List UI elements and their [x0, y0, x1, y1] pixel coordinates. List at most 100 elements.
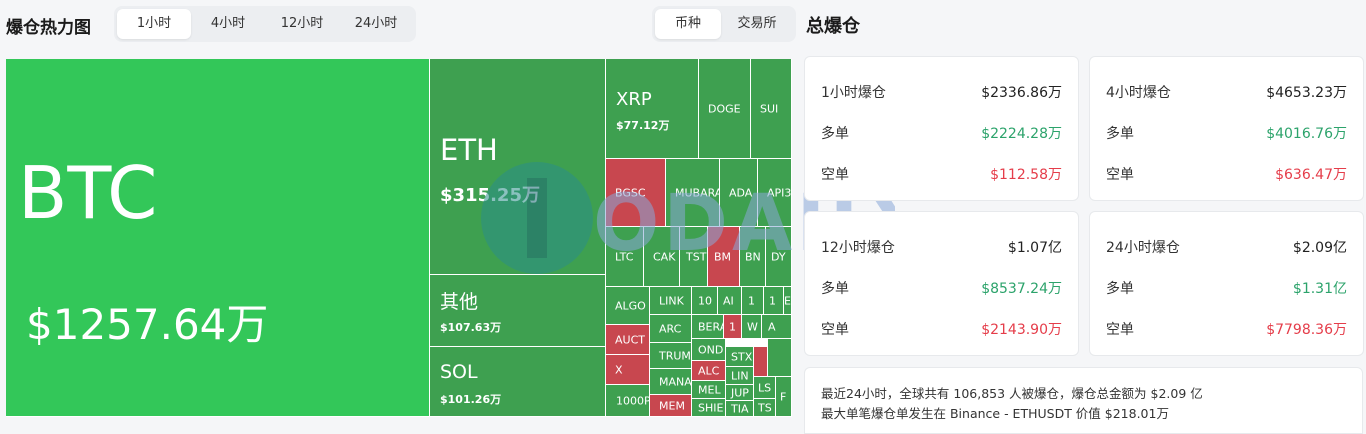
card-24h: 24小时爆仓 $2.09亿 多单 $1.31亿 空单 $7798.36万 — [1089, 211, 1364, 356]
tab-12h[interactable]: 12小时 — [280, 16, 324, 31]
short-value: $7798.36万 — [1266, 322, 1347, 338]
treemap-symbol: BERA — [698, 320, 723, 333]
tab-by-coin[interactable]: 币种 — [655, 9, 721, 39]
short-value: $2143.90万 — [981, 322, 1062, 338]
card-title: 1小时爆仓 — [821, 85, 886, 101]
treemap-cell-mem[interactable]: MEM — [650, 395, 692, 417]
long-label: 多单 — [1106, 126, 1134, 142]
treemap-symbol: F — [780, 390, 787, 403]
treemap-symbol: SUI — [760, 102, 779, 115]
treemap-cell-sui[interactable]: SUI — [751, 59, 792, 159]
treemap-cell-ond[interactable]: OND — [692, 339, 726, 361]
treemap-cell-e[interactable]: E — [784, 287, 792, 315]
treemap-symbol: JUP — [731, 386, 749, 399]
treemap-cell-sol[interactable]: SOL $101.26万 — [430, 347, 606, 417]
treemap-symbol: TRUM — [659, 349, 691, 362]
treemap-cell-w[interactable]: W — [742, 315, 762, 339]
treemap-cell-f[interactable]: F — [776, 377, 792, 417]
treemap-symbol: A — [768, 320, 776, 333]
treemap-cell-api3[interactable]: API3 — [758, 159, 792, 227]
treemap-cell-bera[interactable]: BERA — [692, 315, 724, 339]
card-total: $4653.23万 — [1266, 85, 1347, 101]
treemap-cell-10[interactable]: 10 — [692, 287, 718, 315]
treemap-cell-auct[interactable]: AUCT — [606, 325, 650, 355]
treemap-symbol: LINK — [659, 294, 684, 307]
treemap-cell-eth[interactable]: ETH $315.25万 — [430, 59, 606, 275]
treemap-cell-link[interactable]: LINK — [650, 287, 692, 315]
liquidation-treemap: BTC $1257.64万 ETH $315.25万 其他 $107.63万 S… — [6, 59, 792, 417]
treemap-cell-a[interactable]: A — [762, 315, 792, 339]
treemap-symbol: MEL — [698, 383, 721, 396]
tab-4h[interactable]: 4小时 — [210, 16, 246, 31]
summary-line-1: 最近24小时，全球共有 106,853 人被爆仓，爆仓总金额为 $2.09 亿 — [821, 386, 1203, 401]
treemap-cell-other[interactable]: 其他 $107.63万 — [430, 275, 606, 347]
treemap-cell-trum[interactable]: TRUM — [650, 343, 692, 369]
treemap-cell-tst[interactable]: TST — [680, 227, 708, 287]
treemap-symbol: AI — [723, 294, 734, 307]
group-by-selector: 币种 交易所 — [652, 6, 796, 42]
treemap-cell-bgsc[interactable]: BGSC — [606, 159, 666, 227]
long-value: $1.31亿 — [1292, 281, 1347, 297]
long-value: $4016.76万 — [1266, 126, 1347, 142]
treemap-symbol: ETH — [440, 133, 498, 167]
long-value: $8537.24万 — [981, 281, 1062, 297]
treemap-cell-1[interactable]: 1 — [742, 287, 764, 315]
treemap-cell-alc[interactable]: ALC — [692, 361, 726, 381]
treemap-cell-ls[interactable]: LS — [754, 377, 776, 399]
treemap-cell-green-small[interactable] — [768, 339, 792, 377]
treemap-symbol: ARC — [659, 322, 682, 335]
tab-24h[interactable]: 24小时 — [354, 16, 398, 31]
treemap-symbol: DY — [771, 250, 786, 263]
treemap-cell-xrp[interactable]: XRP $77.12万 — [606, 59, 699, 159]
total-liquidation-title: 总爆仓 — [806, 16, 860, 37]
treemap-cell-ts[interactable]: TS — [754, 399, 776, 417]
treemap-cell-bn[interactable]: BN — [740, 227, 766, 287]
tab-by-exchange[interactable]: 交易所 — [737, 16, 777, 31]
card-12h: 12小时爆仓 $1.07亿 多单 $8537.24万 空单 $2143.90万 — [804, 211, 1079, 356]
treemap-cell-algo[interactable]: ALGO — [606, 287, 650, 325]
treemap-cell-red-small[interactable] — [754, 347, 768, 377]
treemap-cell-arc[interactable]: ARC — [650, 315, 692, 343]
card-title: 24小时爆仓 — [1106, 240, 1180, 256]
heatmap-title: 爆仓热力图 — [6, 18, 91, 38]
time-range-selector: 1小时 4小时 12小时 24小时 — [114, 6, 416, 42]
treemap-cell-1b[interactable]: 1 — [764, 287, 784, 315]
treemap-value: $1257.64万 — [26, 300, 269, 349]
treemap-value: $101.26万 — [440, 393, 502, 406]
treemap-cell-ai[interactable]: AI — [718, 287, 742, 315]
treemap-symbol: MANA — [659, 375, 692, 388]
treemap-cell-x[interactable]: X — [606, 355, 650, 385]
treemap-symbol: CAK — [653, 250, 676, 263]
treemap-cell-bm[interactable]: BM — [708, 227, 740, 287]
treemap-cell-btc[interactable]: BTC $1257.64万 — [6, 59, 430, 417]
treemap-cell-dy[interactable]: DY — [766, 227, 792, 287]
treemap-symbol: MUBARA — [675, 186, 720, 199]
treemap-cell-doge[interactable]: DOGE — [699, 59, 751, 159]
treemap-cell-ltc[interactable]: LTC — [606, 227, 644, 287]
treemap-cell-stx[interactable]: STX — [726, 347, 754, 367]
heatmap-header: 爆仓热力图 1小时 4小时 12小时 24小时 币种 交易所 — [0, 0, 800, 52]
treemap-value: $77.12万 — [616, 119, 670, 132]
treemap-cell-mana[interactable]: MANA — [650, 369, 692, 395]
treemap-symbol: OND — [698, 343, 724, 356]
treemap-symbol: SHIE — [698, 401, 724, 414]
short-label: 空单 — [821, 322, 849, 338]
long-value: $2224.28万 — [981, 126, 1062, 142]
treemap-cell-mel[interactable]: MEL — [692, 381, 726, 399]
treemap-symbol: API3 — [767, 186, 792, 199]
treemap-symbol: W — [747, 320, 758, 333]
treemap-cell-lin[interactable]: LIN — [726, 367, 754, 385]
card-total: $2336.86万 — [981, 85, 1062, 101]
treemap-cell-1000p[interactable]: 1000P — [606, 385, 650, 417]
treemap-cell-ada[interactable]: ADA — [720, 159, 758, 227]
treemap-cell-mubara[interactable]: MUBARA — [666, 159, 720, 227]
treemap-cell-tia[interactable]: TIA — [726, 401, 754, 417]
treemap-cell-cak[interactable]: CAK — [644, 227, 680, 287]
treemap-cell-1c[interactable]: 1 — [724, 315, 742, 339]
treemap-cell-jup[interactable]: JUP — [726, 385, 754, 401]
treemap-symbol: BTC — [18, 151, 158, 235]
treemap-symbol: XRP — [616, 89, 652, 110]
treemap-cell-shie[interactable]: SHIE — [692, 399, 726, 417]
tab-1h[interactable]: 1小时 — [117, 9, 191, 39]
treemap-symbol: BN — [745, 250, 761, 263]
